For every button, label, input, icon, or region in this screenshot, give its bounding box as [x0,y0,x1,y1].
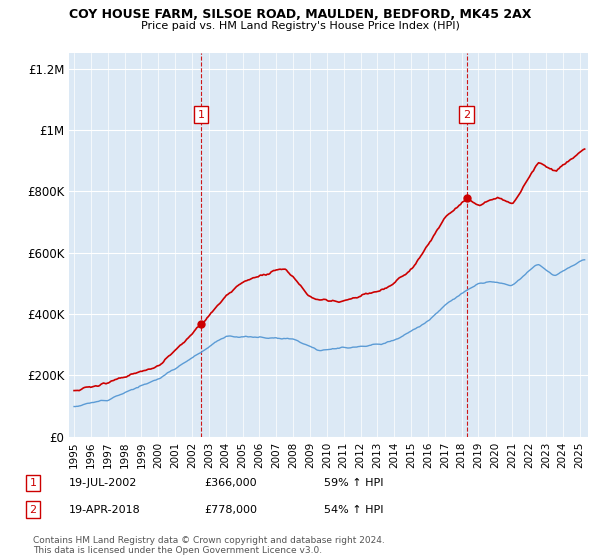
Text: 54% ↑ HPI: 54% ↑ HPI [324,505,383,515]
Text: 19-APR-2018: 19-APR-2018 [69,505,141,515]
Text: 2: 2 [463,110,470,120]
Text: COY HOUSE FARM, SILSOE ROAD, MAULDEN, BEDFORD, MK45 2AX: COY HOUSE FARM, SILSOE ROAD, MAULDEN, BE… [69,8,531,21]
Text: 1: 1 [197,110,205,120]
Text: 1: 1 [29,478,37,488]
Text: Price paid vs. HM Land Registry's House Price Index (HPI): Price paid vs. HM Land Registry's House … [140,21,460,31]
Text: £366,000: £366,000 [204,478,257,488]
Text: £778,000: £778,000 [204,505,257,515]
Text: 2: 2 [29,505,37,515]
Text: 59% ↑ HPI: 59% ↑ HPI [324,478,383,488]
Text: 19-JUL-2002: 19-JUL-2002 [69,478,137,488]
Text: Contains HM Land Registry data © Crown copyright and database right 2024.
This d: Contains HM Land Registry data © Crown c… [33,536,385,556]
